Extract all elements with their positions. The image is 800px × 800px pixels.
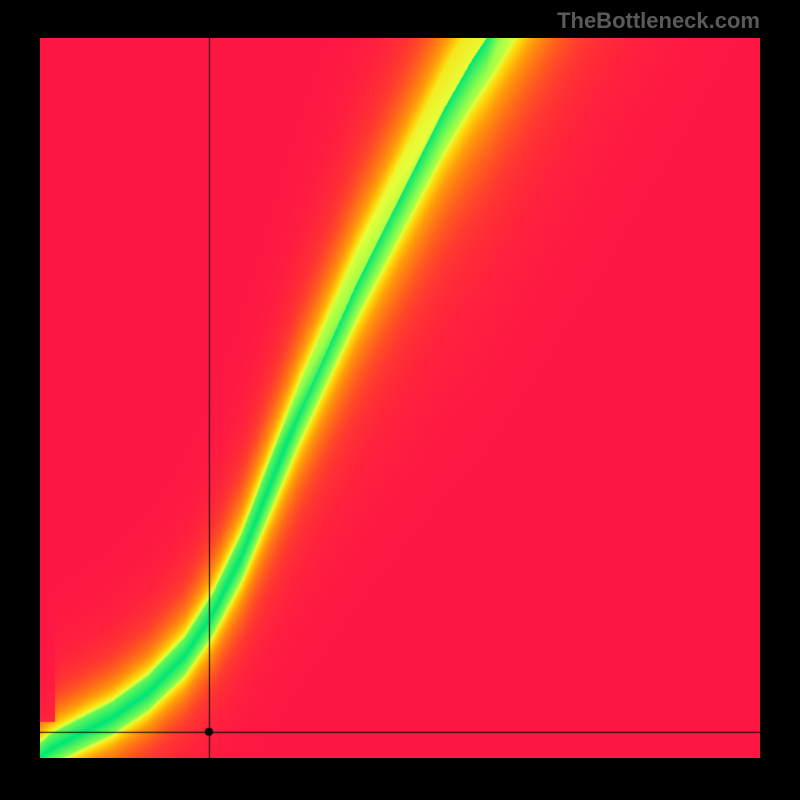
heatmap-canvas (40, 38, 760, 758)
watermark-text: TheBottleneck.com (557, 8, 760, 34)
chart-container: TheBottleneck.com (0, 0, 800, 800)
heatmap-plot (40, 38, 760, 758)
